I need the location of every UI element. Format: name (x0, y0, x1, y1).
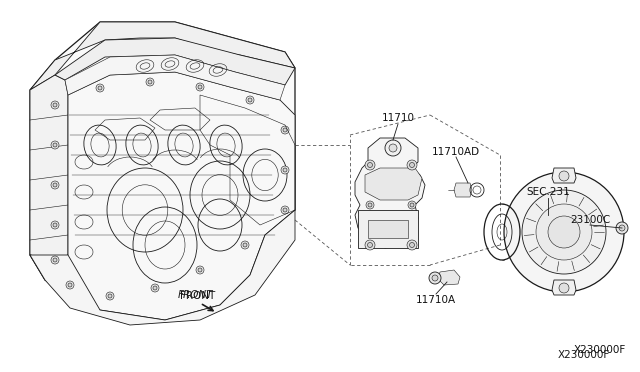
Polygon shape (30, 72, 295, 320)
Text: FRONT: FRONT (177, 290, 212, 300)
Text: 11710A: 11710A (416, 295, 456, 305)
Circle shape (429, 272, 441, 284)
Circle shape (559, 283, 569, 293)
Circle shape (367, 243, 372, 247)
Circle shape (53, 183, 57, 187)
Circle shape (66, 281, 74, 289)
Polygon shape (55, 38, 295, 85)
Text: X230000F: X230000F (574, 345, 626, 355)
Circle shape (385, 140, 401, 156)
Circle shape (148, 80, 152, 84)
Text: SEC.231: SEC.231 (526, 187, 570, 197)
Circle shape (51, 141, 59, 149)
Polygon shape (30, 75, 68, 260)
Circle shape (53, 103, 57, 107)
Circle shape (106, 292, 114, 300)
Polygon shape (30, 210, 295, 325)
Circle shape (410, 163, 415, 167)
Circle shape (410, 243, 415, 247)
Circle shape (196, 83, 204, 91)
Circle shape (365, 240, 375, 250)
Circle shape (283, 128, 287, 132)
Polygon shape (65, 55, 285, 100)
Circle shape (51, 181, 59, 189)
Circle shape (281, 166, 289, 174)
Circle shape (504, 172, 624, 292)
Circle shape (619, 225, 625, 231)
Circle shape (198, 85, 202, 89)
Circle shape (616, 222, 628, 234)
Circle shape (98, 86, 102, 90)
Circle shape (522, 190, 606, 274)
Polygon shape (552, 168, 576, 183)
Circle shape (368, 203, 372, 207)
Polygon shape (30, 22, 295, 90)
Circle shape (548, 216, 580, 248)
Circle shape (51, 221, 59, 229)
Circle shape (51, 256, 59, 264)
Circle shape (432, 275, 438, 281)
Polygon shape (438, 270, 460, 285)
Circle shape (243, 243, 247, 247)
Circle shape (389, 144, 397, 152)
Circle shape (283, 168, 287, 172)
Circle shape (536, 204, 592, 260)
Text: 23100C: 23100C (570, 215, 610, 225)
Polygon shape (368, 220, 408, 238)
Circle shape (408, 201, 416, 209)
Text: 11710AD: 11710AD (432, 147, 480, 157)
Circle shape (198, 268, 202, 272)
Circle shape (241, 241, 249, 249)
Circle shape (53, 223, 57, 227)
Circle shape (367, 163, 372, 167)
Polygon shape (358, 210, 418, 248)
Polygon shape (454, 183, 472, 197)
Circle shape (365, 160, 375, 170)
Circle shape (407, 160, 417, 170)
Circle shape (96, 84, 104, 92)
Polygon shape (355, 138, 425, 248)
Polygon shape (552, 280, 576, 295)
Circle shape (51, 101, 59, 109)
Circle shape (283, 208, 287, 212)
Circle shape (281, 206, 289, 214)
Text: X230000F: X230000F (557, 350, 610, 360)
Circle shape (281, 126, 289, 134)
Circle shape (248, 98, 252, 102)
Circle shape (559, 171, 569, 181)
Circle shape (153, 286, 157, 290)
Circle shape (151, 284, 159, 292)
Circle shape (146, 78, 154, 86)
Circle shape (53, 258, 57, 262)
Polygon shape (365, 168, 422, 200)
Circle shape (68, 283, 72, 287)
Circle shape (407, 240, 417, 250)
Circle shape (410, 203, 414, 207)
Circle shape (108, 294, 112, 298)
Text: FRONT: FRONT (180, 291, 216, 301)
Text: 11710: 11710 (381, 113, 415, 123)
Circle shape (196, 266, 204, 274)
Circle shape (246, 96, 254, 104)
Circle shape (366, 201, 374, 209)
Circle shape (53, 143, 57, 147)
Polygon shape (30, 22, 295, 320)
